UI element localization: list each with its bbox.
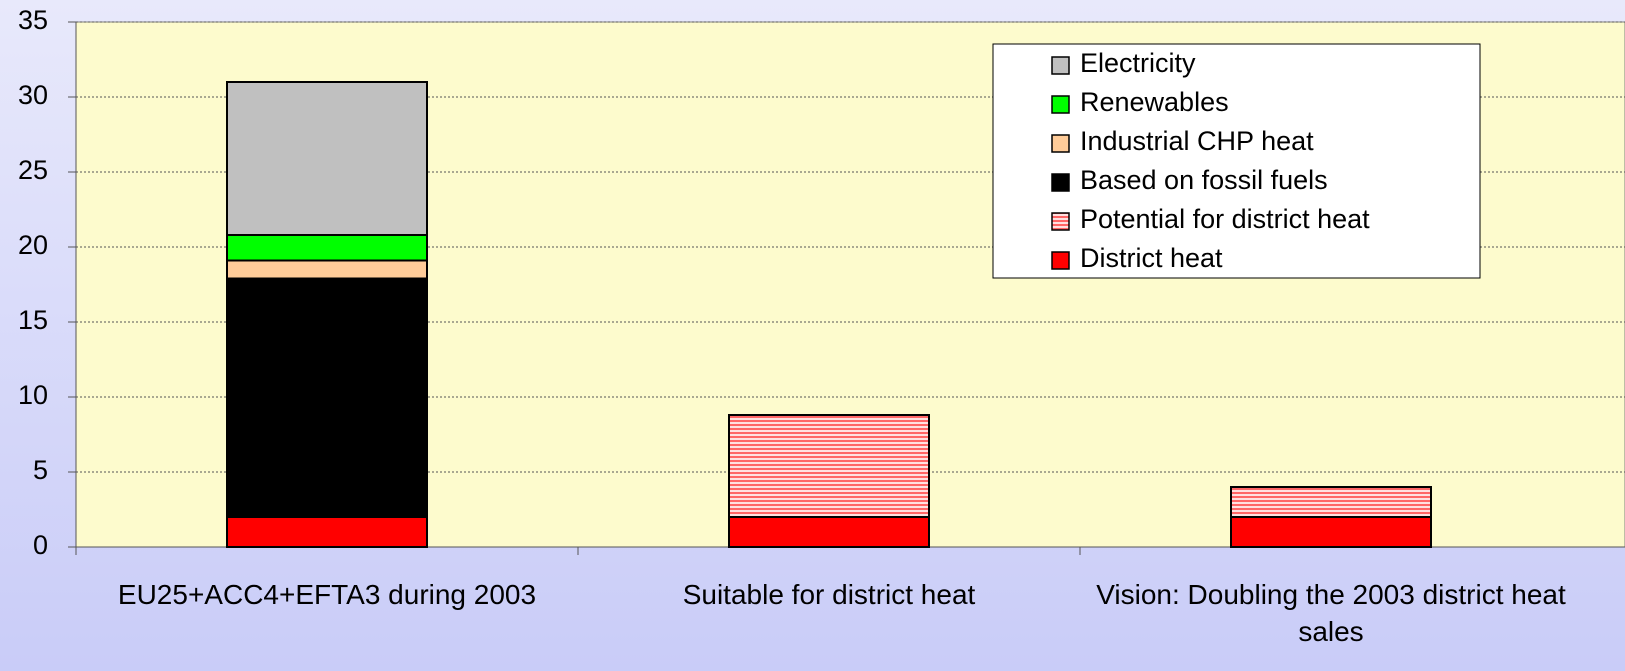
y-tick-label: 30	[18, 80, 48, 110]
legend-swatch	[1051, 56, 1070, 75]
bar-segment	[226, 81, 428, 236]
bar-segment	[728, 516, 930, 548]
y-tick-label: 25	[18, 155, 48, 185]
legend-swatch	[1051, 212, 1070, 231]
bar-segment	[728, 414, 930, 518]
y-tick-label: 0	[33, 530, 48, 560]
legend-swatch	[1051, 173, 1070, 192]
legend-label: District heat	[1080, 243, 1223, 273]
legend-label: Industrial CHP heat	[1080, 126, 1314, 156]
legend-box	[992, 43, 1481, 279]
y-tick-label: 15	[18, 305, 48, 335]
x-tick-label: EU25+ACC4+EFTA3 during 2003	[117, 579, 537, 610]
legend-label: Electricity	[1080, 48, 1196, 78]
legend-swatch	[1051, 251, 1070, 270]
legend-swatch	[1051, 95, 1070, 114]
legend-label: Potential for district heat	[1080, 204, 1370, 234]
y-tick-label: 20	[18, 230, 48, 260]
bar-segment	[1230, 486, 1432, 518]
y-tick-label: 10	[18, 380, 48, 410]
legend-label: Renewables	[1080, 87, 1229, 117]
x-tick-label: Suitable for district heat	[682, 579, 976, 610]
legend-label: Based on fossil fuels	[1080, 165, 1328, 195]
bar-segment	[1230, 516, 1432, 548]
y-tick-label: 35	[18, 5, 48, 35]
bar-segment	[226, 516, 428, 548]
legend-swatch	[1051, 134, 1070, 153]
y-tick-label: 5	[33, 455, 48, 485]
bar-segment	[226, 277, 428, 518]
bar-segment	[226, 259, 428, 280]
bar-segment	[226, 234, 428, 262]
x-tick-label: Vision: Doubling the 2003 district heat …	[1096, 579, 1566, 647]
